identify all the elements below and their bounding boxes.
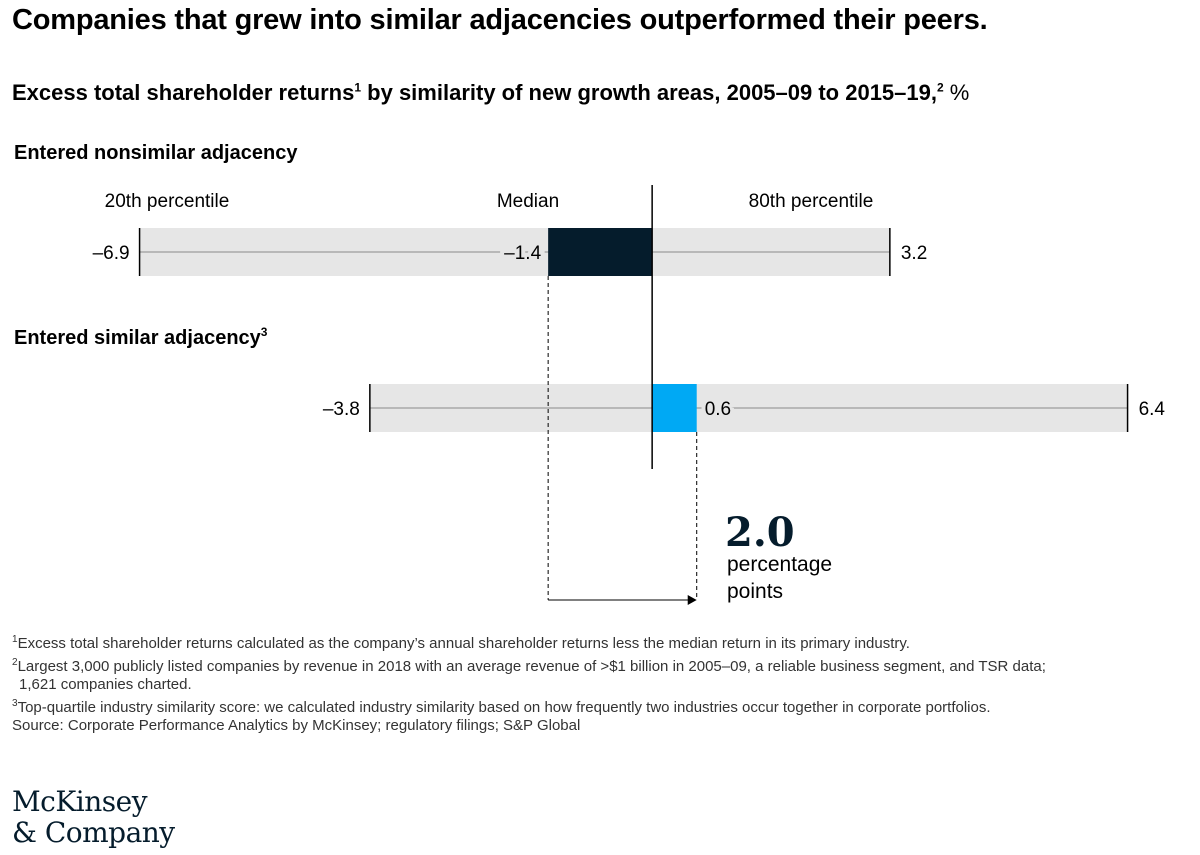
subtitle-footnote-2: 2 xyxy=(937,80,944,95)
subtitle-main: Excess total shareholder returns xyxy=(12,80,355,105)
column-label-80th-percentile: 80th percentile xyxy=(749,191,874,212)
footnote-2-continued: 1,621 companies charted. xyxy=(19,676,192,693)
difference-unit-line2: points xyxy=(727,580,783,603)
median-value-2: 0.6 xyxy=(705,399,731,420)
chart-headline: Companies that grew into similar adjacen… xyxy=(12,4,988,36)
p80-value-1: 3.2 xyxy=(901,243,927,264)
difference-value: 2.0 xyxy=(725,509,795,556)
subtitle-unit: % xyxy=(943,80,970,105)
p20-value-1: –6.9 xyxy=(93,243,130,264)
footnote-1: 1Excess total shareholder returns calcul… xyxy=(12,634,910,652)
p80-value-2: 6.4 xyxy=(1139,399,1166,420)
footnote-2: 2Largest 3,000 publicly listed companies… xyxy=(12,656,1046,675)
range-chart: Entered nonsimilar adjacency Entered simi… xyxy=(14,142,1166,605)
source-note: Source: Corporate Performance Analytics … xyxy=(12,717,581,734)
median-diff-bar-2 xyxy=(652,384,697,432)
series-label-2: Entered similar adjacency3 xyxy=(14,325,268,349)
series-label-1: Entered nonsimilar adjacency xyxy=(14,142,298,164)
mckinsey-logo: McKinsey & Company xyxy=(12,785,175,849)
median-value-1: –1.4 xyxy=(504,243,541,264)
difference-unit-line1: percentage xyxy=(727,553,832,576)
difference-arrowhead xyxy=(687,595,697,605)
column-label-20th-percentile: 20th percentile xyxy=(105,191,230,212)
footnote-3: 3Top-quartile industry similarity score:… xyxy=(12,697,991,716)
subtitle-footnote-1: 1 xyxy=(354,80,362,95)
footnotes: 1Excess total shareholder returns calcul… xyxy=(12,631,1192,736)
median-diff-bar-1 xyxy=(548,228,653,276)
subtitle-middle: by similarity of new growth areas, 2005–… xyxy=(361,80,937,105)
column-label-median: Median xyxy=(497,191,559,212)
p20-value-2: –3.8 xyxy=(323,399,360,420)
chart-subtitle: Excess total shareholder returns1 by sim… xyxy=(12,80,969,106)
